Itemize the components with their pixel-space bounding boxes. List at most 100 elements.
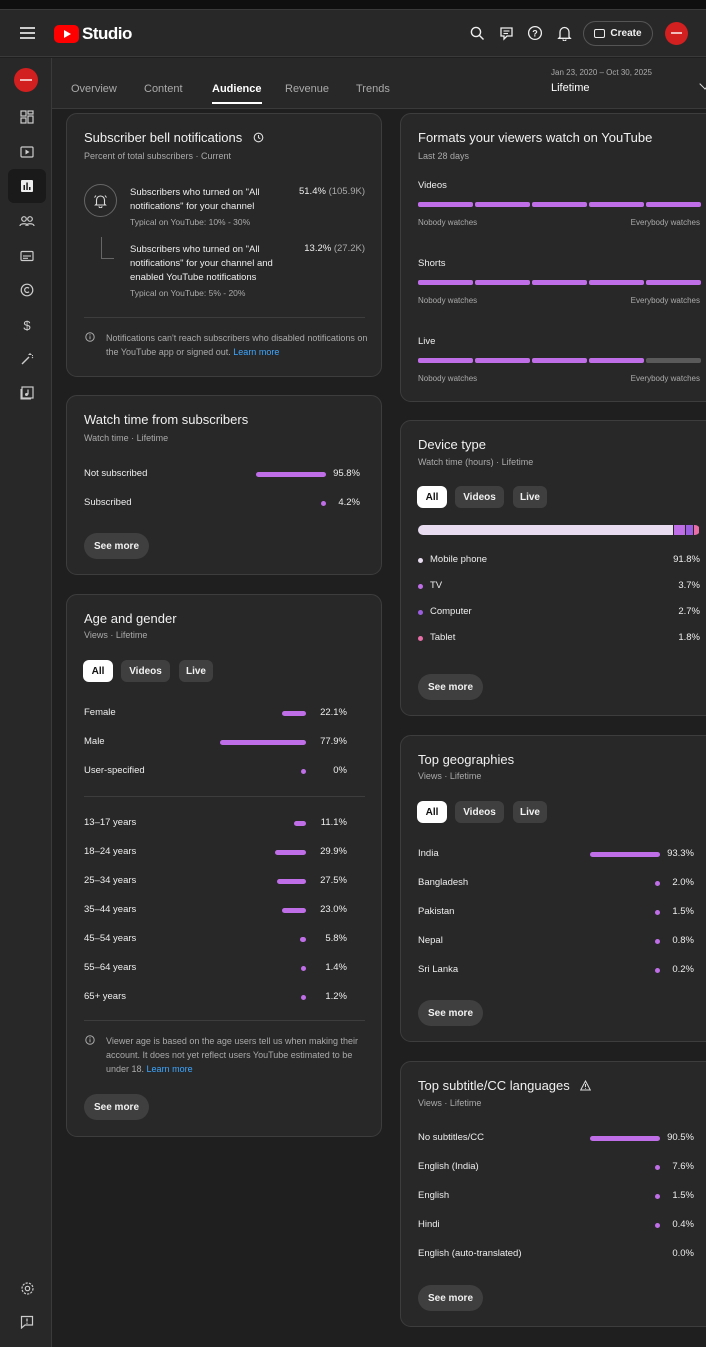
format-row: Videos Nobody watches Everybody watches [401,180,706,240]
see-more-button[interactable]: See more [418,674,483,700]
format-row: Live Nobody watches Everybody watches [401,336,706,396]
age-row: 18–24 years 29.9% [67,846,381,860]
connector-line [101,237,114,259]
learn-more-link[interactable]: Learn more [233,347,280,357]
subtitle-value: 0.4% [672,1219,694,1230]
gender-bar [220,740,306,745]
chip-videos[interactable]: Videos [121,660,170,682]
watch-time-dot [321,501,326,506]
age-row: 13–17 years 11.1% [67,817,381,831]
bell-row-1-typical: Typical on YouTube: 10% - 30% [130,217,251,227]
device-stack-segment [694,525,699,535]
menu-icon[interactable] [20,27,35,39]
chevron-down-icon[interactable] [699,78,706,90]
search-icon[interactable] [468,24,486,42]
format-level-segment [646,358,701,363]
date-range-picker[interactable]: Jan 23, 2020 – Oct 30, 2025 Lifetime [551,68,652,94]
geo-value: 1.5% [672,906,694,917]
tab-overview[interactable]: Overview [71,83,117,95]
geo-dot [655,968,660,973]
see-more-button[interactable]: See more [418,1000,483,1026]
subtitle-label: No subtitles/CC [418,1132,484,1143]
watch-time-bar [256,472,326,477]
format-level-segment [475,280,530,285]
age-label: 35–44 years [84,904,137,915]
device-value: 1.8% [678,632,700,643]
format-max-label: Everybody watches [630,374,700,383]
format-row: Shorts Nobody watches Everybody watches [401,258,706,318]
bell-row-2-value: 13.2% (27.2K) [304,243,365,254]
create-label: Create [610,28,642,39]
help-icon[interactable]: ? [526,24,544,42]
tab-revenue[interactable]: Revenue [285,83,330,95]
subtitle-row: English (auto-translated) 0.0% [401,1248,706,1262]
chip-all[interactable]: All [417,486,447,508]
sidebar-customization-wand-icon[interactable] [8,342,46,376]
geo-label: Nepal [418,935,443,946]
format-level-segment [589,280,644,285]
feedback-comment-icon[interactable] [497,24,515,42]
history-clock-icon [253,132,264,143]
chip-videos[interactable]: Videos [455,801,504,823]
gender-row: Male 77.9% [67,736,381,750]
tab-audience[interactable]: Audience [212,83,262,104]
see-more-button[interactable]: See more [418,1285,483,1311]
card-title: Top geographies [418,752,515,767]
subtitle-value: 7.6% [672,1161,694,1172]
chip-live[interactable]: Live [513,801,547,823]
geo-value: 93.3% [667,848,694,859]
chip-videos[interactable]: Videos [455,486,504,508]
sidebar-copyright-icon[interactable] [8,273,46,307]
learn-more-link[interactable]: Learn more [146,1064,193,1074]
subtitle-label: English [418,1190,450,1201]
chip-all[interactable]: All [83,660,113,682]
watch-time-label: Subscribed [84,497,132,508]
card-subtitle: Watch time (hours) · Lifetime [418,457,534,467]
chip-live[interactable]: Live [179,660,213,682]
sidebar-subtitles-icon[interactable] [8,239,46,273]
tab-content[interactable]: Content [144,83,183,95]
create-button[interactable]: Create [583,21,653,46]
channel-avatar[interactable] [14,68,38,92]
see-more-button[interactable]: See more [84,1094,149,1120]
age-value: 5.8% [325,933,347,944]
format-level-segment [646,202,701,207]
subtitle-row: Hindi 0.4% [401,1219,706,1233]
format-label: Live [418,336,436,347]
sidebar-settings-gear-icon[interactable] [8,1271,46,1305]
age-label: 18–24 years [84,846,137,857]
sidebar-community-icon[interactable] [8,204,46,238]
see-more-button[interactable]: See more [84,533,149,559]
device-value: 3.7% [678,580,700,591]
format-level-segment [418,358,473,363]
gender-label: User-specified [84,765,145,776]
format-level-segment [532,280,587,285]
chip-all[interactable]: All [417,801,447,823]
sidebar-audio-library-icon[interactable] [8,376,46,410]
account-avatar[interactable] [665,22,688,45]
card-subtitle: Views · Lifetime [418,1098,482,1108]
sidebar-content-icon[interactable] [8,135,46,169]
subtitle-value: 1.5% [672,1190,694,1201]
sidebar-send-feedback-icon[interactable] [8,1305,46,1339]
studio-logo[interactable]: Studio [54,24,132,44]
sidebar-analytics-icon[interactable] [8,169,46,203]
sidebar-dashboard-icon[interactable] [8,100,46,134]
chip-live[interactable]: Live [513,486,547,508]
format-max-label: Everybody watches [630,296,700,305]
analytics-tabs: Overview Content Audience Revenue Trends… [52,58,706,109]
tab-trends[interactable]: Trends [356,83,390,95]
device-stacked-bar [418,525,700,535]
format-level-segment [418,280,473,285]
youtube-play-icon [54,25,79,43]
notifications-bell-icon[interactable] [555,24,573,42]
card-title: Age and gender [84,611,177,626]
device-label: Mobile phone [430,554,488,565]
format-min-label: Nobody watches [418,218,478,227]
sidebar-earn-icon[interactable]: $ [8,308,46,342]
formats-card: Formats your viewers watch on YouTube La… [400,113,706,402]
geo-label: Pakistan [418,906,455,917]
geo-dot [655,939,660,944]
format-level-segment [475,202,530,207]
age-value: 1.2% [325,991,347,1002]
